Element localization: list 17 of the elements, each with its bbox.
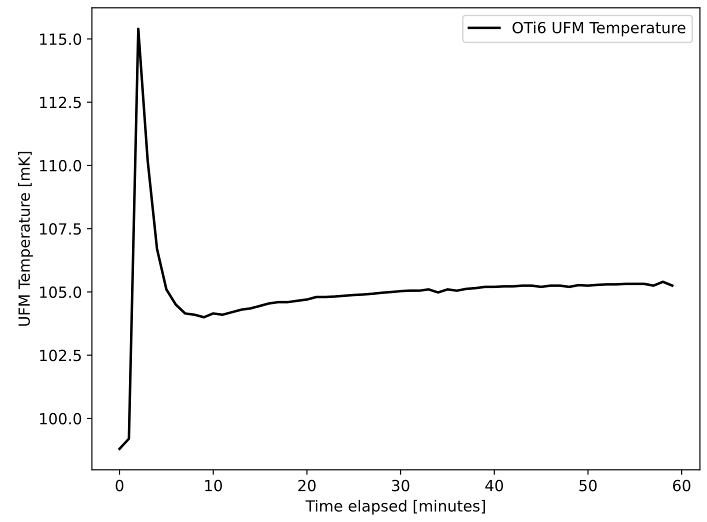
legend-label: OTi6 UFM Temperature: [512, 22, 686, 36]
x-tick-label: 20: [298, 480, 316, 492]
x-tick-label: 0: [116, 480, 124, 492]
x-tick-label: 60: [673, 480, 690, 492]
x-tick-label: 40: [485, 480, 503, 492]
x-tick-label: 50: [579, 480, 597, 492]
y-tick-label: 112.5: [40, 96, 81, 108]
y-tick-label: 102.5: [40, 350, 81, 362]
x-axis-title: Time elapsed [minutes]: [306, 500, 485, 515]
x-tick-label: 10: [205, 480, 222, 492]
y-axis-title: UFM Temperature [mK]: [18, 152, 33, 326]
y-tick-label: 107.5: [40, 223, 81, 235]
y-tick-label: 110.0: [40, 160, 82, 172]
y-tick-label: 105.0: [40, 286, 82, 298]
x-tick-label: 30: [392, 480, 410, 492]
y-tick-label: 100.0: [40, 412, 82, 424]
y-tick-label: 115.0: [40, 33, 82, 45]
